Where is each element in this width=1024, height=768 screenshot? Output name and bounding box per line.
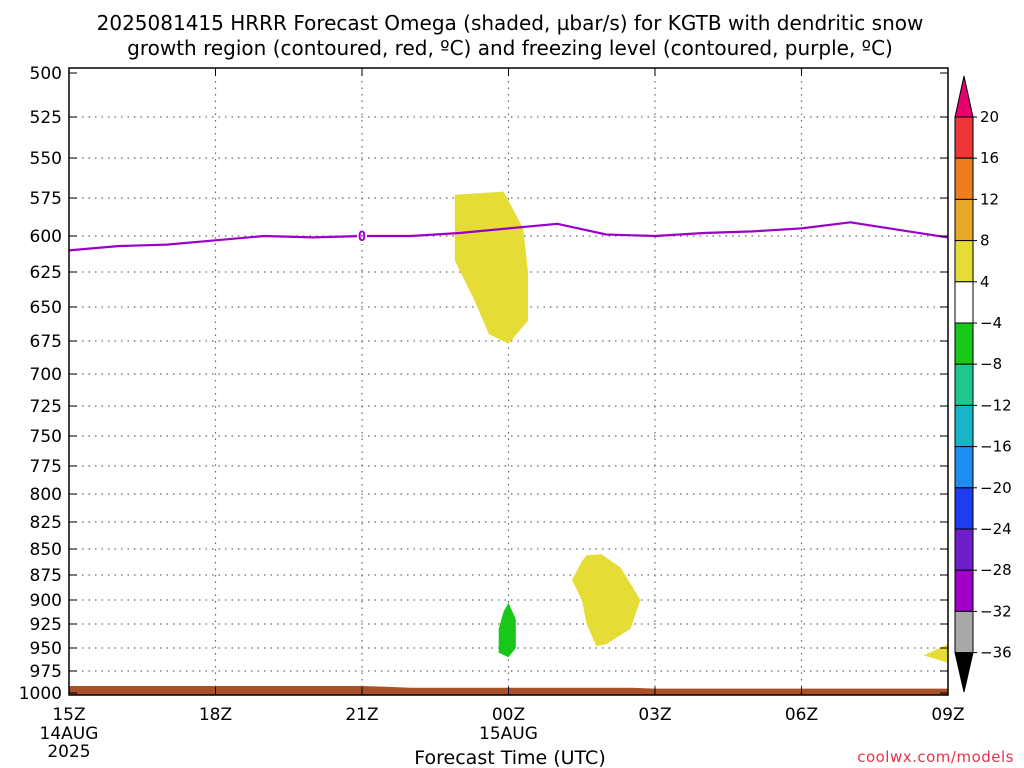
contour-label-bg <box>357 228 367 244</box>
colorbar-box <box>954 404 974 448</box>
colorbar-label: −4 <box>980 314 1002 332</box>
omega-region <box>498 602 516 658</box>
y-tick-label: 975 <box>30 662 62 682</box>
colorbar-label: 16 <box>980 149 999 167</box>
colorbar-label: 20 <box>980 108 999 126</box>
colorbar-box <box>954 198 974 242</box>
omega-region <box>454 191 528 344</box>
colorbar-label: −12 <box>980 396 1012 414</box>
x-tick-label: 18Z <box>199 705 232 725</box>
y-tick-label: 725 <box>30 397 62 417</box>
colorbar-label: −24 <box>980 520 1012 538</box>
y-tick-label: 775 <box>30 457 62 477</box>
colorbar-box <box>954 569 974 612</box>
freezing-level-contour: 0 <box>68 221 949 252</box>
colorbar-box <box>954 610 974 654</box>
y-tick-label: 675 <box>30 332 62 352</box>
x-tick-label: 06Z <box>785 705 818 725</box>
colorbar-label: −16 <box>980 438 1012 456</box>
y-tick-label: 525 <box>30 108 62 128</box>
y-tick-label: 950 <box>30 639 62 659</box>
omega-region <box>923 644 948 663</box>
y-tick-label: 925 <box>30 615 62 635</box>
x-tick-date-label: 15AUG <box>479 724 538 744</box>
y-tick-label: 800 <box>30 485 62 505</box>
y-tick-label: 850 <box>30 540 62 560</box>
y-tick-label: 825 <box>30 513 62 533</box>
colorbar-label: −28 <box>980 561 1012 579</box>
x-tick-label: 03Z <box>638 705 671 725</box>
colorbar-box <box>954 281 974 324</box>
colorbar-box <box>954 446 974 489</box>
colorbar-box <box>954 363 974 406</box>
colorbar-box <box>954 322 974 365</box>
colorbar-label: −36 <box>980 644 1012 662</box>
colorbar-box <box>954 157 974 200</box>
colorbar-bottom-arrow <box>954 652 974 693</box>
x-tick-label: 21Z <box>345 705 378 725</box>
x-tick-label: 09Z <box>931 705 964 725</box>
y-tick-label: 650 <box>30 298 62 318</box>
x-tick-label: 00Z <box>492 705 525 725</box>
y-tick-label: 900 <box>30 591 62 611</box>
colorbar-top-arrow <box>954 75 974 118</box>
plot-frame <box>68 67 949 696</box>
colorbar-box <box>954 116 974 159</box>
y-tick-label: 625 <box>30 263 62 283</box>
y-tick-label: 550 <box>30 149 62 169</box>
colorbar-label: 12 <box>980 190 999 208</box>
chart-title-line2: growth region (contoured, red, ºC) and f… <box>127 36 893 60</box>
omega-shading <box>454 191 948 663</box>
freezing-level-line <box>68 221 949 252</box>
colorbar-label: 8 <box>980 232 990 250</box>
x-tick-label: 15Z <box>52 705 85 725</box>
y-tick-label: 875 <box>30 566 62 586</box>
colorbar-box <box>954 528 974 571</box>
omega-region <box>572 554 641 647</box>
chart-title-line1: 2025081415 HRRR Forecast Omega (shaded, … <box>97 11 924 35</box>
colorbar-label: −8 <box>980 355 1002 373</box>
colorbar-label: 4 <box>980 273 990 291</box>
freezing-level-label: 0 <box>358 229 366 245</box>
y-tick-label: 750 <box>30 427 62 447</box>
colorbar-label: −32 <box>980 602 1012 620</box>
x-tick-date-label: 14AUG <box>40 724 99 744</box>
x-axis-label: Forecast Time (UTC) <box>414 747 605 768</box>
colorbar-box <box>954 240 974 283</box>
y-tick-label: 1000 <box>19 684 62 704</box>
y-tick-label: 575 <box>30 189 62 209</box>
credit-text: coolwx.com/models <box>857 748 1014 766</box>
grid <box>69 68 948 695</box>
y-tick-label: 700 <box>30 365 62 385</box>
colorbar-box <box>954 487 974 530</box>
x-tick-year-label: 2025 <box>47 742 90 762</box>
y-tick-label: 600 <box>30 227 62 247</box>
colorbar-label: −20 <box>980 479 1012 497</box>
y-tick-label: 500 <box>30 64 62 84</box>
omega-colorbar: 20 16 12 8 4 −4 −8 −12 −16 −20 −24 −28 −32 −36 <box>954 75 1012 693</box>
y-axis-ticks: 500 525 550 575 600 625 650 675 700 725 750 775 800 8… <box>19 64 948 704</box>
